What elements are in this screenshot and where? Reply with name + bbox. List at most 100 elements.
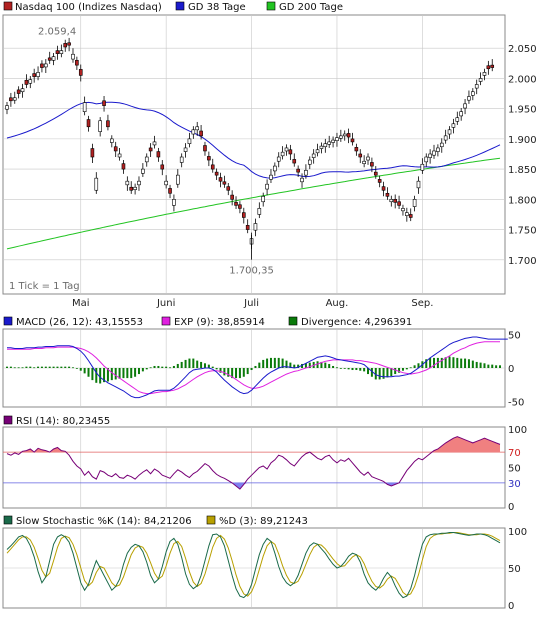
candle-body	[9, 97, 13, 102]
divergence-bar	[114, 368, 117, 380]
candle-body	[300, 177, 304, 183]
candle-body	[187, 138, 192, 145]
divergence-bar	[448, 356, 451, 368]
divergence-bar	[13, 367, 16, 369]
divergence-bar	[172, 365, 175, 368]
divergence-bar	[452, 357, 455, 368]
candle-body	[377, 179, 382, 183]
candle-body	[459, 111, 463, 117]
legend-gd38: GD 38 Tage	[188, 2, 246, 13]
macd-line	[7, 336, 508, 399]
candle-body	[36, 72, 40, 77]
candle-body	[98, 120, 102, 132]
divergence-bar	[339, 368, 342, 369]
macd-y-tick-label: -50	[508, 398, 524, 409]
divergence-bar	[351, 368, 354, 371]
divergence-bar	[405, 368, 408, 370]
gd200-line	[6, 157, 501, 250]
candle-body	[354, 147, 359, 152]
candle-body	[424, 156, 429, 163]
candle-body	[288, 149, 293, 155]
candle-body	[416, 180, 421, 189]
divergence-bar	[363, 368, 366, 372]
candle-body	[94, 177, 99, 191]
candle-body	[381, 186, 386, 191]
price-y-tick-label: 1.700	[508, 256, 537, 267]
divergence-bar	[308, 362, 311, 368]
divergence-bar	[141, 368, 144, 372]
candle-body	[284, 147, 289, 152]
divergence-bar	[71, 367, 74, 369]
candle-body	[148, 147, 153, 152]
legend-swatch-rsi	[3, 415, 13, 425]
divergence-bar	[153, 365, 156, 368]
candle-body	[323, 143, 328, 148]
divergence-bar	[398, 368, 401, 373]
candle-body	[401, 208, 405, 212]
divergence-bar	[332, 365, 335, 368]
divergence-bar	[235, 368, 238, 379]
divergence-bar	[471, 360, 474, 368]
divergence-bar	[134, 368, 137, 377]
divergence-bar	[409, 367, 412, 369]
candle-body	[28, 79, 33, 84]
divergence-bar	[254, 365, 257, 368]
divergence-bar	[52, 366, 55, 368]
candle-body	[315, 149, 320, 154]
divergence-bar	[68, 366, 71, 368]
divergence-bar	[110, 368, 113, 381]
divergence-bar	[425, 359, 428, 368]
candle-body	[102, 100, 106, 106]
legend-swatch-stoch-d	[206, 515, 216, 525]
divergence-bar	[130, 368, 133, 379]
candle-body	[113, 146, 118, 152]
divergence-bar	[215, 368, 218, 370]
divergence-bar	[285, 360, 288, 368]
legend-swatch-exp	[161, 316, 171, 326]
divergence-bar	[99, 368, 102, 384]
candle-body	[121, 163, 126, 170]
candle-body	[141, 168, 145, 174]
candle-body	[133, 186, 137, 190]
price-x-tick-label: Mai	[72, 298, 90, 309]
price-y-tick-label: 1.750	[508, 226, 537, 237]
candle-body	[327, 141, 331, 145]
divergence-bar	[499, 365, 501, 368]
divergence-bar	[145, 368, 148, 370]
divergence-bar	[444, 357, 447, 368]
candle-body	[339, 135, 343, 139]
candle-body	[319, 145, 324, 149]
rsi-line	[6, 436, 501, 490]
candle-body	[273, 165, 277, 172]
legend-swatch-divergence	[288, 316, 298, 326]
legend-gd200: GD 200 Tage	[279, 2, 343, 13]
candle-body	[358, 153, 363, 158]
candle-body	[238, 204, 242, 209]
divergence-bar	[273, 357, 276, 368]
candle-body	[474, 84, 479, 89]
candle-body	[191, 129, 196, 135]
divergence-bar	[433, 357, 436, 368]
legend-swatch-gd200	[266, 1, 276, 11]
candle-body	[443, 135, 448, 141]
legend-swatch-macd	[3, 316, 13, 326]
candle-body	[467, 96, 471, 101]
candle-body	[47, 57, 52, 61]
divergence-bar	[479, 362, 482, 368]
divergence-bar	[359, 368, 362, 371]
price-panel	[2, 14, 506, 295]
price-y-tick-label: 1.950	[508, 105, 537, 116]
stoch-y-tick-label: 100	[508, 527, 527, 538]
divergence-bar	[44, 366, 47, 368]
candle-body	[241, 212, 246, 218]
candle-body	[55, 50, 60, 54]
divergence-bar	[374, 368, 377, 380]
price-y-tick-label: 1.900	[508, 135, 537, 146]
divergence-bar	[491, 364, 494, 368]
divergence-bar	[25, 366, 28, 368]
legend-nasdaq: Nasdaq 100 (Indizes Nasdaq)	[15, 2, 162, 13]
divergence-bar	[328, 363, 331, 368]
divergence-bar	[149, 367, 152, 369]
candle-body	[412, 199, 417, 207]
